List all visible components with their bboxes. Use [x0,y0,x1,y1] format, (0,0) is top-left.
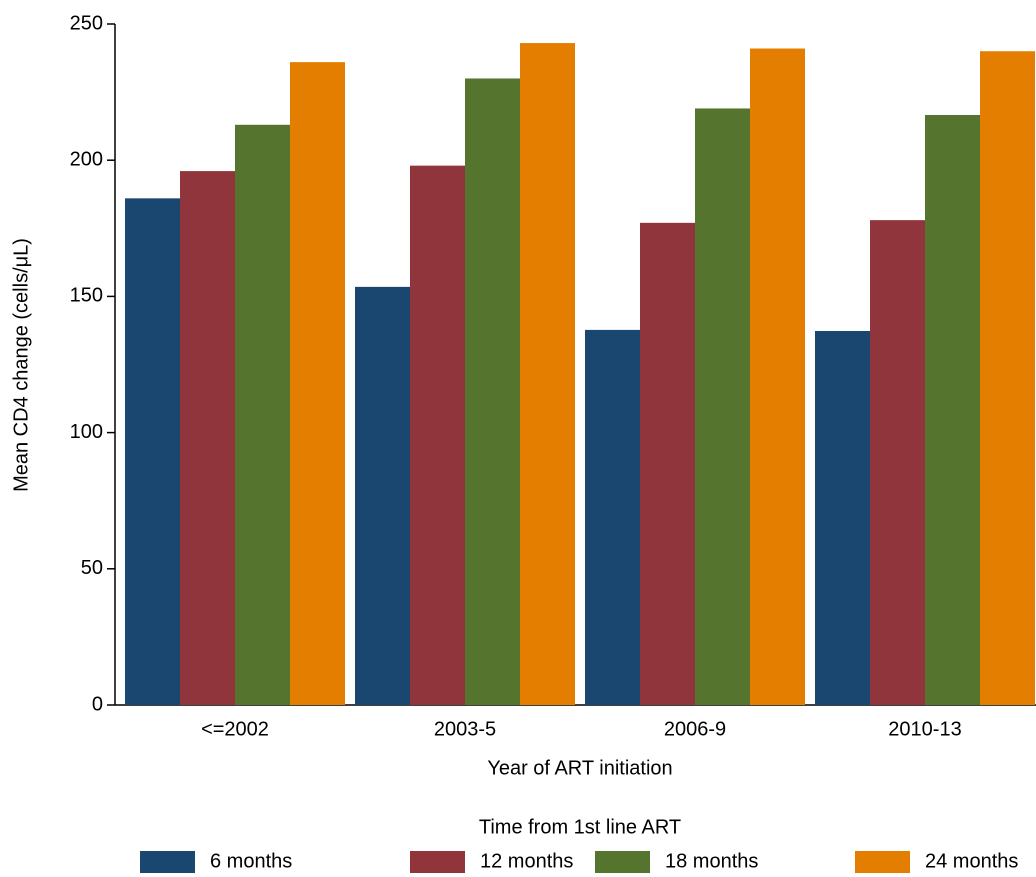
y-tick-label: 150 [70,285,103,307]
bar [585,329,640,705]
bar [235,124,290,705]
legend-label: 18 months [665,850,758,872]
bar [355,286,410,705]
bar [465,78,520,706]
y-tick-label: 250 [70,12,103,34]
bar [180,171,235,705]
legend-label: 24 months [925,850,1018,872]
bar [925,114,980,706]
y-tick-label: 100 [70,421,103,443]
bar [815,330,870,705]
x-tick-label: 2003-5 [434,718,496,740]
legend-label: 12 months [480,850,573,872]
bar [410,165,465,705]
legend-swatch [410,851,465,873]
legend-label: 6 months [210,850,292,872]
y-tick-label: 200 [70,148,103,170]
bar [750,48,805,706]
y-axis-label: Mean CD4 change (cells/μL) [10,238,32,492]
y-tick-label: 0 [92,693,103,715]
bar [125,198,180,705]
x-tick-label: <=2002 [201,718,269,740]
legend-swatch [595,851,650,873]
bar [520,43,575,706]
legend-swatch [855,851,910,873]
y-tick-label: 50 [81,557,103,579]
legend-swatch [140,851,195,873]
bar [290,62,345,706]
x-axis-label: Year of ART initiation [487,757,672,779]
bar [870,220,925,706]
x-tick-label: 2006-9 [664,718,726,740]
bar [980,51,1035,706]
bar [640,222,695,706]
bar [695,108,750,706]
legend-title: Time from 1st line ART [479,816,681,838]
x-tick-label: 2010-13 [888,718,961,740]
